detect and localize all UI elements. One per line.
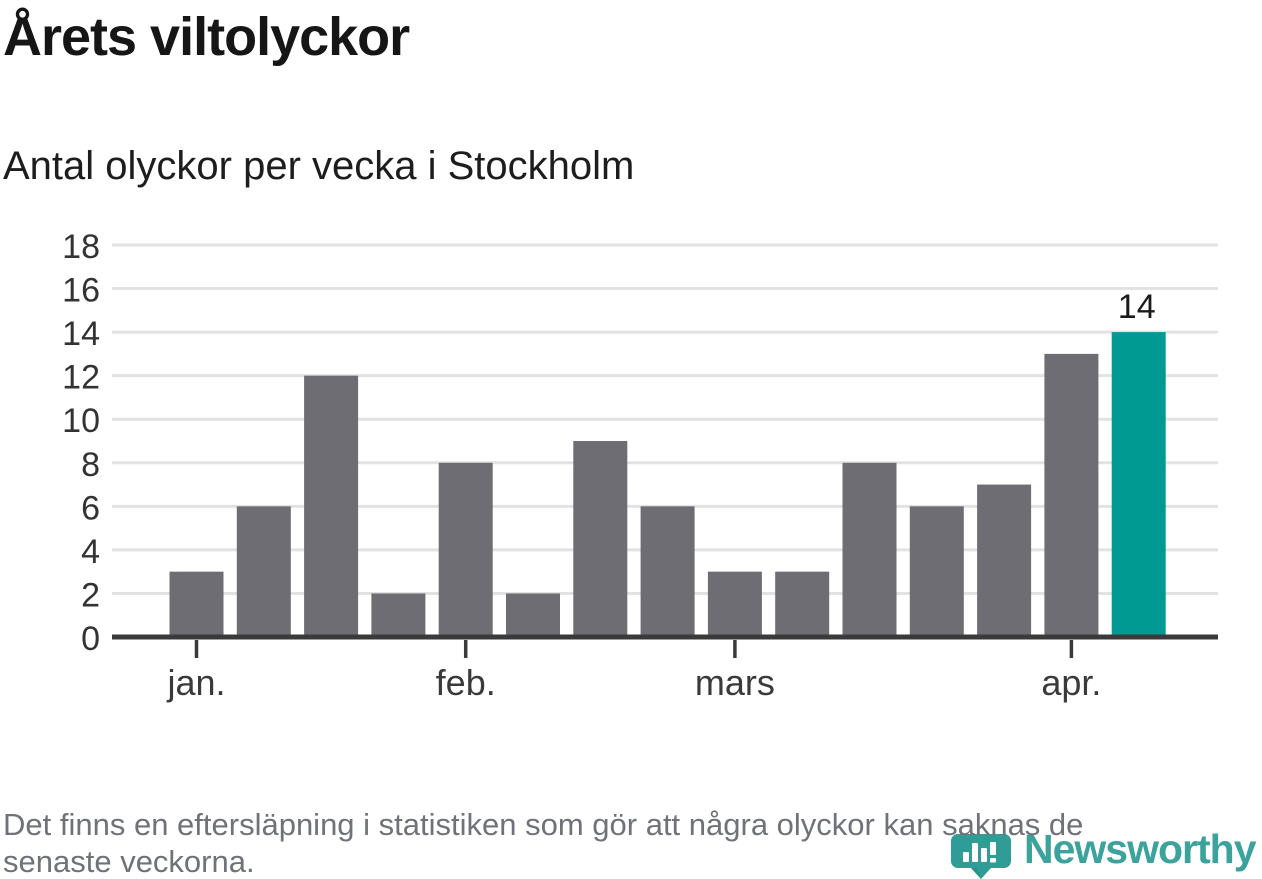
- y-tick-label: 16: [62, 272, 100, 310]
- x-tick-label: apr.: [1041, 662, 1101, 703]
- x-tick-label: mars: [695, 662, 775, 703]
- page-title: Årets viltolyckor: [3, 7, 410, 67]
- bar: [236, 506, 291, 637]
- x-axis: [112, 634, 1218, 658]
- bar: [640, 506, 695, 637]
- y-tick-label: 2: [81, 576, 100, 614]
- chart-subtitle: Antal olyckor per vecka i Stockholm: [3, 144, 635, 188]
- bar: [506, 593, 560, 637]
- y-tick-label: 4: [81, 533, 100, 571]
- y-tick-label: 8: [81, 446, 100, 484]
- y-tick-label: 10: [62, 402, 100, 440]
- newsworthy-wordmark: Newsworthy: [1024, 826, 1256, 872]
- x-axis-labels: jan. feb. mars apr.: [166, 662, 1101, 703]
- y-tick-label: 6: [81, 489, 100, 527]
- bars: [169, 332, 1166, 637]
- bar: [775, 571, 830, 637]
- bar: [438, 462, 493, 637]
- bar-value-label: 14: [1118, 288, 1156, 326]
- y-tick-label: 12: [62, 359, 100, 397]
- bar: [909, 506, 964, 637]
- bar: [707, 571, 762, 637]
- newsworthy-logo: Newsworthy: [950, 829, 1256, 879]
- bar-highlight: [1111, 332, 1166, 637]
- y-tick-label: 18: [62, 228, 100, 266]
- gridlines: [112, 243, 1218, 595]
- y-tick-label: 14: [62, 315, 100, 353]
- newsworthy-pin-icon: [951, 834, 1011, 879]
- bar: [573, 441, 628, 637]
- bar: [977, 484, 1032, 637]
- x-tick-label: feb.: [436, 662, 496, 703]
- bar: [842, 462, 897, 637]
- bar: [371, 593, 426, 637]
- x-tick-label: jan.: [166, 662, 225, 703]
- y-tick-label: 0: [81, 620, 100, 658]
- bar: [169, 571, 224, 637]
- bar: [304, 375, 359, 637]
- bar: [1044, 353, 1099, 637]
- bar-chart-svg: 0 2 4 6 8 10 12 14 16 18 jan. feb. mars apr. 14: [62, 228, 1218, 703]
- y-axis-labels: 0 2 4 6 8 10 12 14 16 18: [62, 228, 100, 658]
